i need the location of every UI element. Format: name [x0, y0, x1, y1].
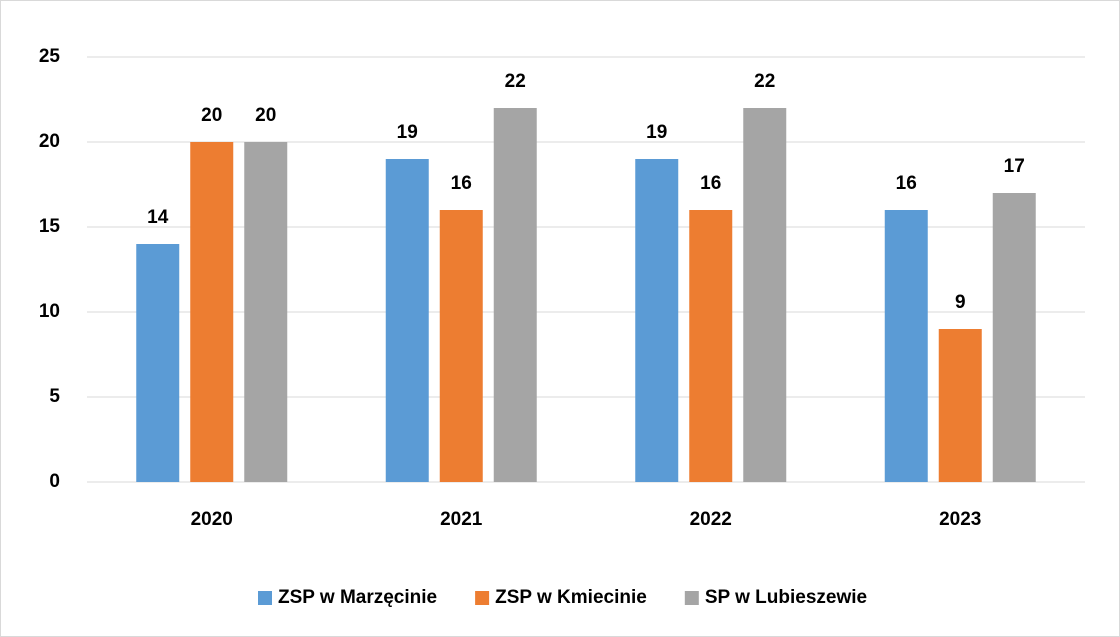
value-label: 22 — [505, 71, 526, 92]
value-label: 9 — [955, 292, 966, 313]
y-tick-label: 10 — [39, 301, 60, 322]
bar — [938, 329, 982, 482]
value-label: 20 — [201, 105, 222, 126]
legend-swatch — [684, 591, 699, 605]
y-tick-label: 25 — [39, 46, 61, 67]
bar — [992, 193, 1036, 482]
x-tick-label: 2022 — [690, 509, 732, 530]
y-tick-label: 0 — [49, 471, 60, 492]
x-tick-label: 2020 — [191, 509, 233, 530]
value-label: 20 — [255, 105, 276, 126]
value-label: 19 — [646, 122, 667, 143]
legend-label: ZSP w Kmiecinie — [495, 587, 647, 608]
x-tick-label: 2021 — [440, 509, 483, 530]
value-label: 19 — [397, 122, 418, 143]
legend-swatch — [475, 591, 490, 605]
value-label: 16 — [896, 173, 917, 194]
value-label: 16 — [700, 173, 721, 194]
y-tick-label: 20 — [39, 131, 60, 152]
y-tick-label: 15 — [39, 216, 61, 237]
legend-swatch — [258, 591, 272, 605]
bar — [689, 210, 733, 482]
bar — [635, 159, 679, 482]
bar — [743, 108, 787, 482]
bar — [136, 244, 180, 482]
value-label: 16 — [451, 173, 472, 194]
bar — [244, 142, 288, 482]
value-label: 17 — [1004, 156, 1025, 177]
y-tick-label: 5 — [49, 386, 60, 407]
value-label: 22 — [754, 71, 775, 92]
legend-label: ZSP w Marzęcinie — [278, 587, 437, 608]
bar — [493, 108, 537, 482]
bar — [385, 159, 429, 482]
value-label: 14 — [147, 207, 169, 228]
x-tick-label: 2023 — [939, 509, 981, 530]
bar — [439, 210, 483, 482]
bar — [884, 210, 928, 482]
legend-label: SP w Lubieszewie — [705, 587, 867, 608]
bar — [190, 142, 234, 482]
